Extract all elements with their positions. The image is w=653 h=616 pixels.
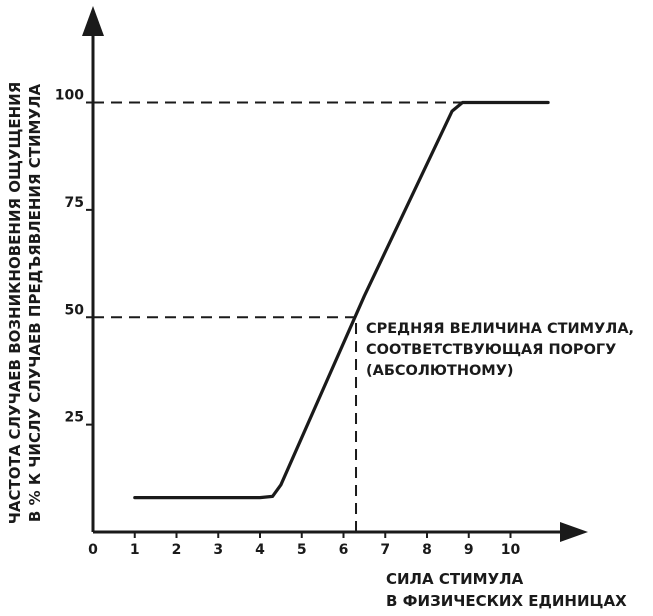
x-axis-arrow-icon — [560, 522, 588, 542]
x-tick-label-3: 3 — [213, 542, 223, 558]
y-axis-arrow-icon — [82, 6, 104, 36]
y-tick-label-25: 25 — [65, 410, 84, 426]
y-axis-title-line1: ЧАСТОТА СЛУЧАЕВ ВОЗНИКНОВЕНИЯ ОЩУЩЕНИЯ — [6, 82, 24, 525]
y-axis-title-line2: В % К ЧИСЛУ СЛУЧАЕВ ПРЕДЪЯВЛЕНИЯ СТИМУЛА — [26, 84, 44, 523]
x-tick-label-8: 8 — [422, 542, 432, 558]
annotation-line3: (АБСОЛЮТНОМУ) — [366, 363, 514, 379]
x-tick-label-7: 7 — [380, 542, 390, 558]
x-tick-label-6: 6 — [339, 542, 349, 558]
x-tick-label-2: 2 — [172, 542, 182, 558]
plot-layer: 0 1 2 3 4 5 6 7 8 9 10 25 50 75 100 — [55, 6, 588, 558]
y-tick-label-100: 100 — [55, 88, 84, 104]
series-line-1 — [133, 100, 550, 500]
x-axis-title-line1: СИЛА СТИМУЛА — [386, 570, 524, 588]
x-tick-label-5: 5 — [297, 542, 307, 558]
x-axis-title-line2: В ФИЗИЧЕСКИХ ЕДИНИЦАХ — [386, 592, 627, 610]
annotation-line2: СООТВЕТСТВУЮЩАЯ ПОРОГУ — [366, 342, 616, 358]
x-tick-label-1: 1 — [130, 542, 140, 558]
annotation-line1: СРЕДНЯЯ ВЕЛИЧИНА СТИМУЛА, — [366, 321, 634, 337]
x-tick-label-0: 0 — [88, 542, 98, 558]
x-tick-label-4: 4 — [255, 542, 265, 558]
y-tick-label-75: 75 — [65, 195, 84, 211]
x-tick-label-9: 9 — [464, 542, 474, 558]
y-tick-label-50: 50 — [65, 302, 85, 318]
x-tick-label-10: 10 — [501, 542, 521, 558]
